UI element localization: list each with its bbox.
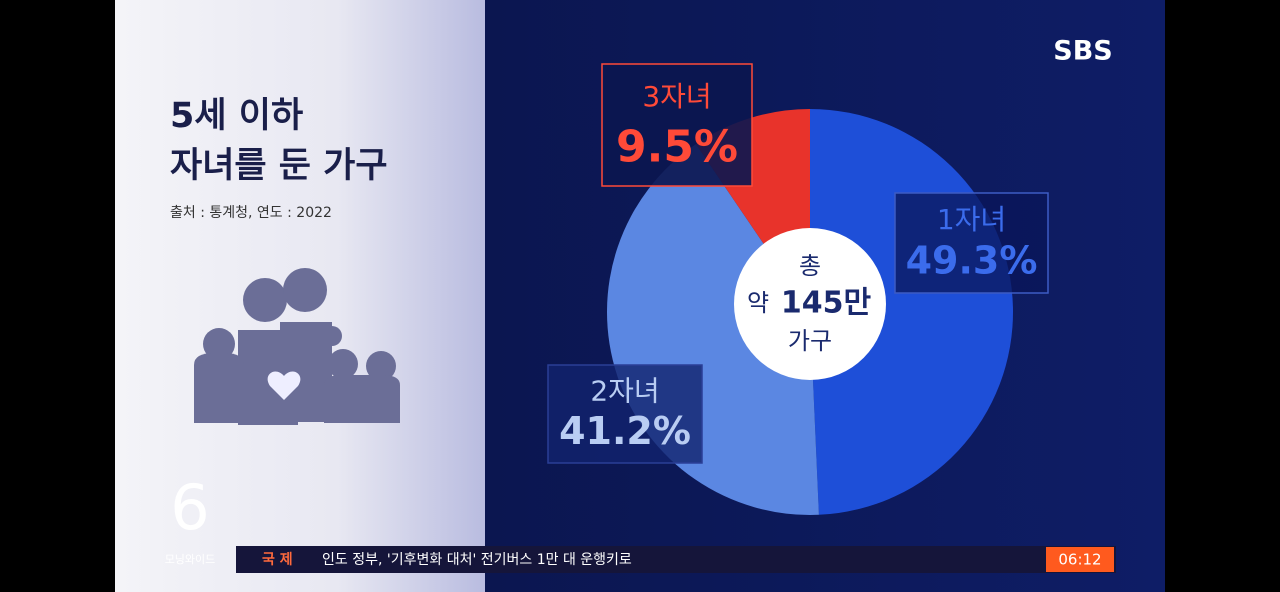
category-label: 2자녀 — [590, 374, 659, 407]
program-number: 6 — [170, 471, 209, 544]
value-label: 9.5% — [616, 121, 738, 172]
category-label: 3자녀 — [642, 80, 711, 113]
value-label: 49.3% — [906, 239, 1038, 283]
value-label: 41.2% — [559, 409, 691, 453]
title: 자녀를 둔 가구 — [170, 146, 388, 186]
program-name: 모닝와이드 — [165, 553, 216, 566]
label-box — [547, 364, 703, 464]
category-label: 1자녀 — [937, 203, 1006, 236]
center-text: 145만 — [781, 286, 872, 321]
heart-icon — [267, 371, 301, 400]
source: 출처 : 통계청, 연도 : 2022 — [170, 205, 332, 221]
label-box — [601, 63, 753, 187]
center-text: 가구 — [788, 327, 832, 355]
ticker-headline: 인도 정부, '기후변화 대처' 전기버스 1만 대 운행키로 — [322, 552, 632, 568]
center-circle — [734, 228, 886, 380]
logo: SBS — [1053, 36, 1112, 67]
ticker-bar — [236, 546, 1116, 573]
center-text: 총 — [799, 252, 821, 280]
label-box — [894, 192, 1049, 294]
clock: 06:12 — [1058, 551, 1101, 569]
title: 5세 이하 — [170, 96, 303, 136]
clock-box — [1046, 547, 1114, 572]
ticker-section: 국 제 — [262, 552, 293, 568]
center-text: 약 — [747, 289, 769, 317]
family-icon — [194, 268, 400, 425]
